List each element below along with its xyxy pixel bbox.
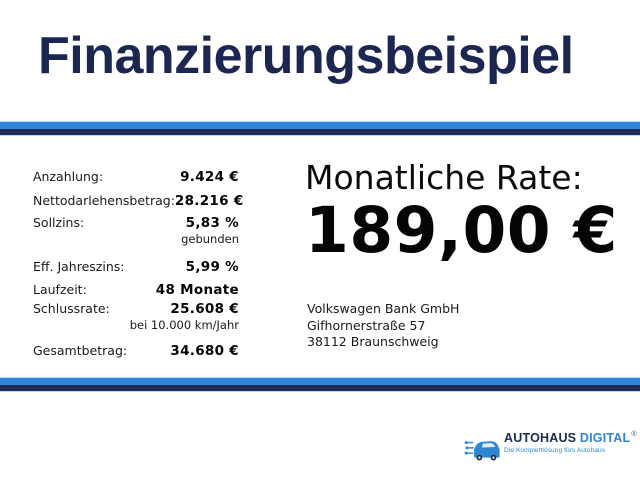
logo-wordmark: AUTOHAUS DIGITAL®	[504, 431, 637, 446]
table-row: Laufzeit: 48 Monate	[33, 279, 239, 298]
table-row: Nettodarlehensbetrag: 28.216 €	[33, 190, 243, 209]
bank-street: Gifhornerstraße 57	[307, 317, 426, 333]
monthly-rate-label: Monatliche Rate:	[305, 158, 583, 197]
row-value: 5,83 %	[185, 215, 239, 231]
row-value: 25.608 €	[170, 301, 239, 317]
row-value: 5,99 %	[185, 259, 239, 275]
table-row: Anzahlung: 9.424 €	[33, 166, 239, 185]
bottom-divider	[0, 377, 640, 392]
autohaus-digital-logo: AUTOHAUS DIGITAL® Die Komplettlösung für…	[464, 431, 637, 466]
logo-wordmark-secondary: DIGITAL	[579, 431, 631, 445]
row-value: 9.424 €	[180, 169, 239, 185]
table-row: Schlussrate: 25.608 € bei 10.000 km/Jahr	[33, 301, 239, 332]
bank-address: Volkswagen Bank GmbH Gifhornerstraße 57 …	[307, 301, 459, 351]
table-row: Eff. Jahreszins: 5,99 %	[33, 256, 239, 275]
logo-text-block: AUTOHAUS DIGITAL® Die Komplettlösung für…	[504, 431, 637, 454]
row-value: 48 Monate	[155, 282, 239, 298]
table-row: Gesamtbetrag: 34.680 €	[33, 340, 239, 359]
row-note: gebunden	[181, 232, 239, 246]
logo-tagline: Die Komplettlösung fürs Autohaus	[504, 446, 606, 454]
monthly-rate-value: 189,00 €	[305, 194, 618, 267]
page-title: Finanzierungsbeispiel	[38, 27, 574, 85]
bank-name: Volkswagen Bank GmbH	[307, 301, 460, 316]
registered-trademark-mark: ®	[631, 431, 637, 438]
row-note: bei 10.000 km/Jahr	[129, 318, 239, 332]
top-divider	[0, 121, 640, 136]
row-value: 28.216 €	[174, 193, 244, 209]
logo-wordmark-primary: AUTOHAUS	[504, 431, 577, 445]
bank-city: 38112 Braunschweig	[307, 334, 439, 349]
car-circuit-icon	[464, 432, 500, 466]
row-label: Eff. Jahreszins:	[33, 259, 125, 274]
table-row: Sollzins: 5,83 % gebunden	[33, 215, 239, 246]
row-label: Gesamtbetrag:	[33, 343, 128, 358]
row-value: 34.680 €	[170, 343, 239, 359]
row-label: Nettodarlehensbetrag:	[33, 193, 175, 208]
row-label: Schlussrate:	[33, 301, 110, 316]
row-label: Anzahlung:	[33, 169, 104, 184]
row-label: Sollzins:	[33, 215, 85, 230]
row-label: Laufzeit:	[33, 282, 87, 297]
